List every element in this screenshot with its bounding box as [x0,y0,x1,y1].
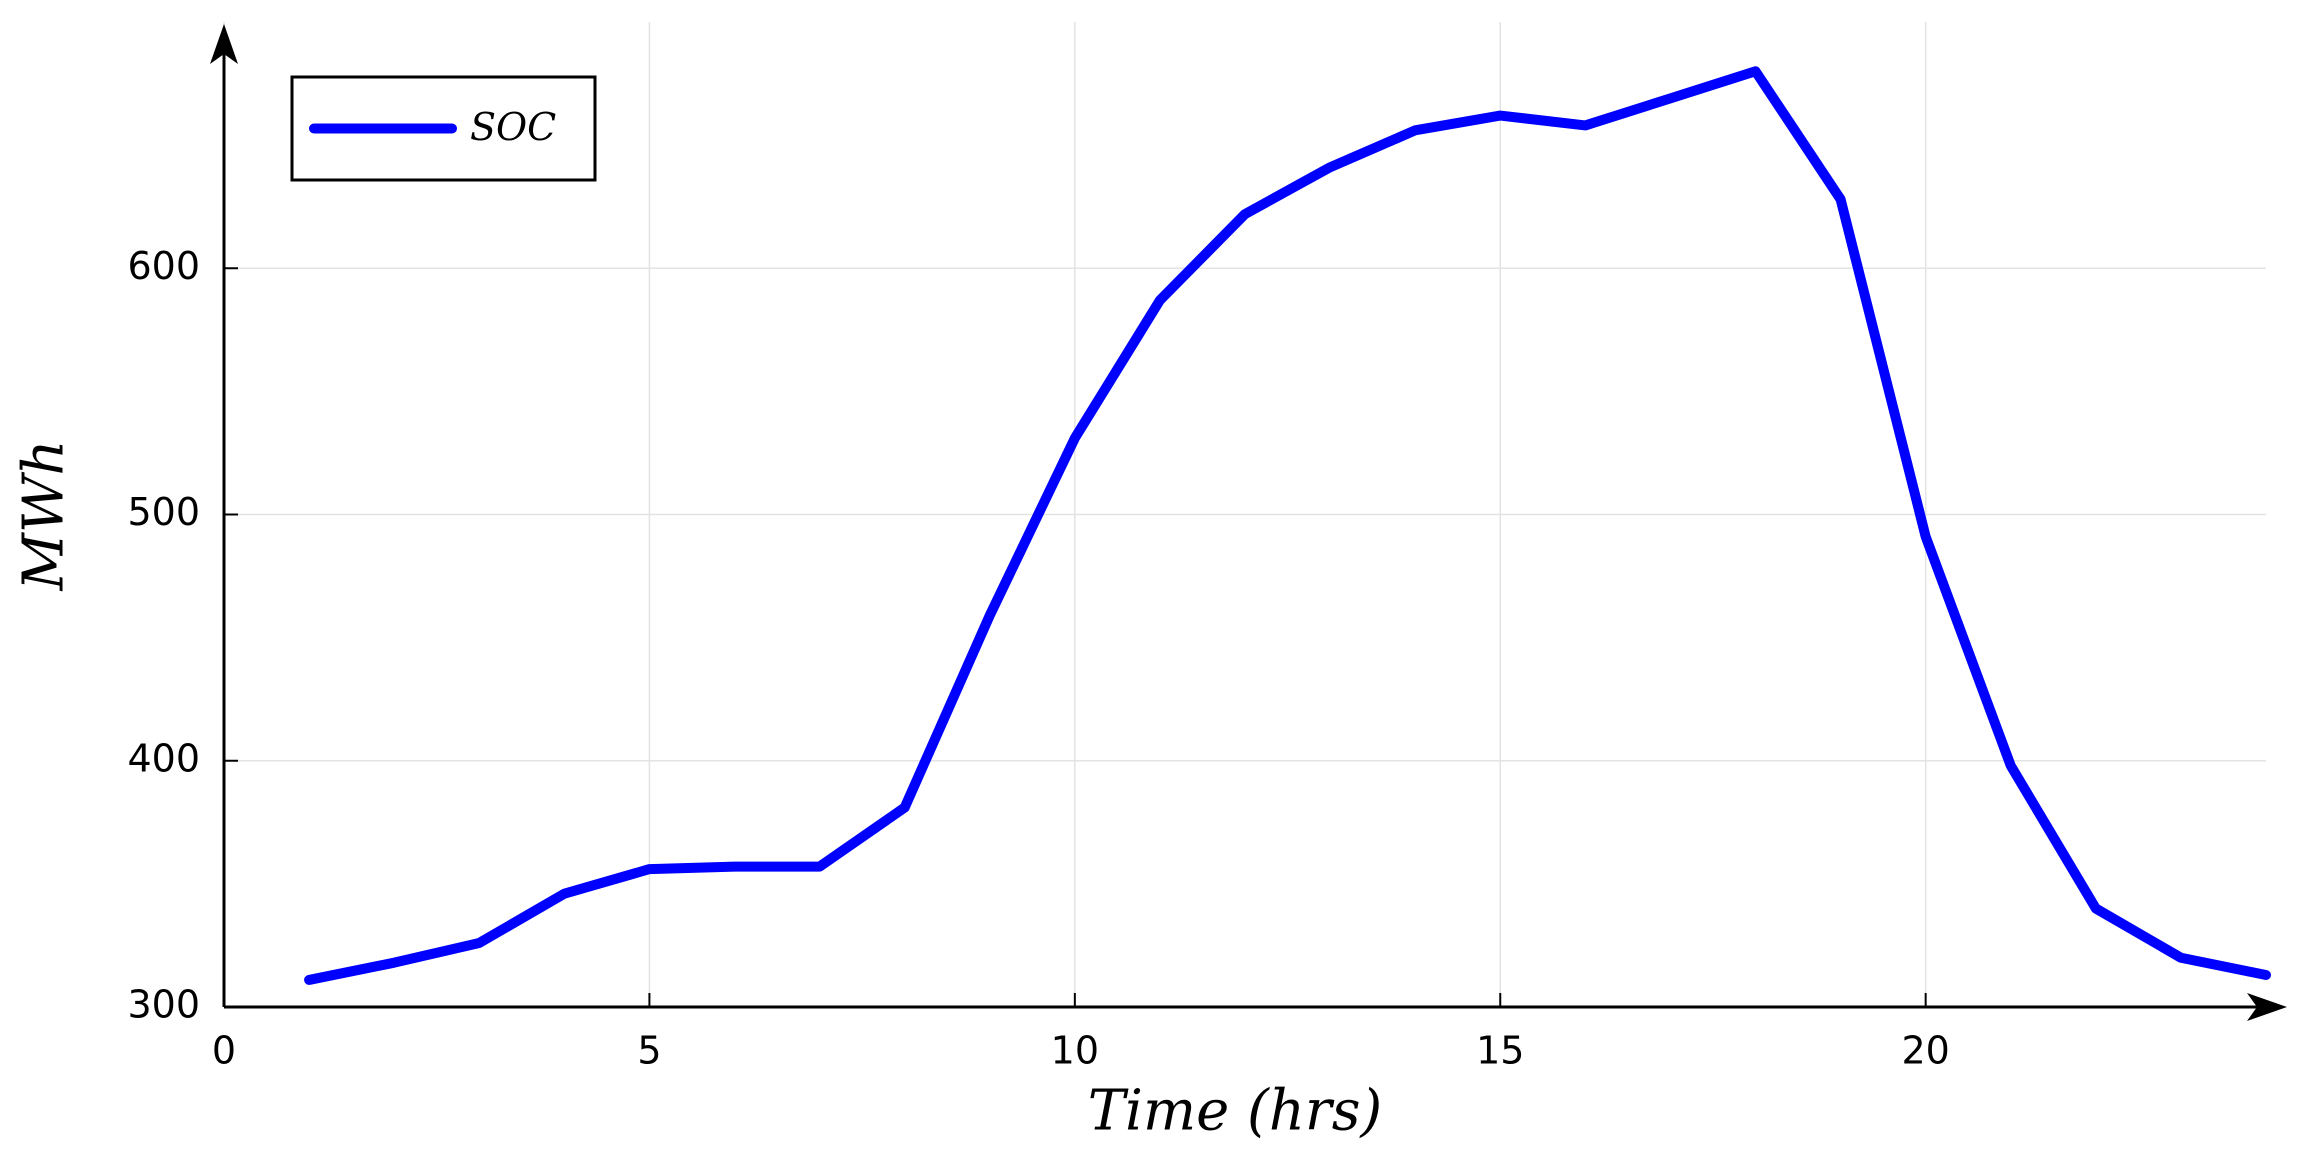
y-axis-arrow [210,24,238,64]
x-tick-label: 15 [1476,1029,1524,1073]
y-tick-label: 300 [127,983,200,1027]
legend-label: SOC [470,105,556,149]
data-line [304,66,2271,985]
x-tick-label: 10 [1051,1029,1099,1073]
y-tick-label: 400 [127,736,200,780]
x-tick-label: 20 [1901,1029,1949,1073]
x-tick-label: 5 [637,1029,661,1073]
x-axis-arrow [2247,993,2287,1021]
y-axis-label: MWh [12,440,77,592]
y-tick-label: 600 [127,244,200,288]
x-axis-label: Time (hrs) [1088,1079,1383,1144]
y-tick-label: 500 [127,490,200,534]
x-tick-label: 0 [212,1029,236,1073]
